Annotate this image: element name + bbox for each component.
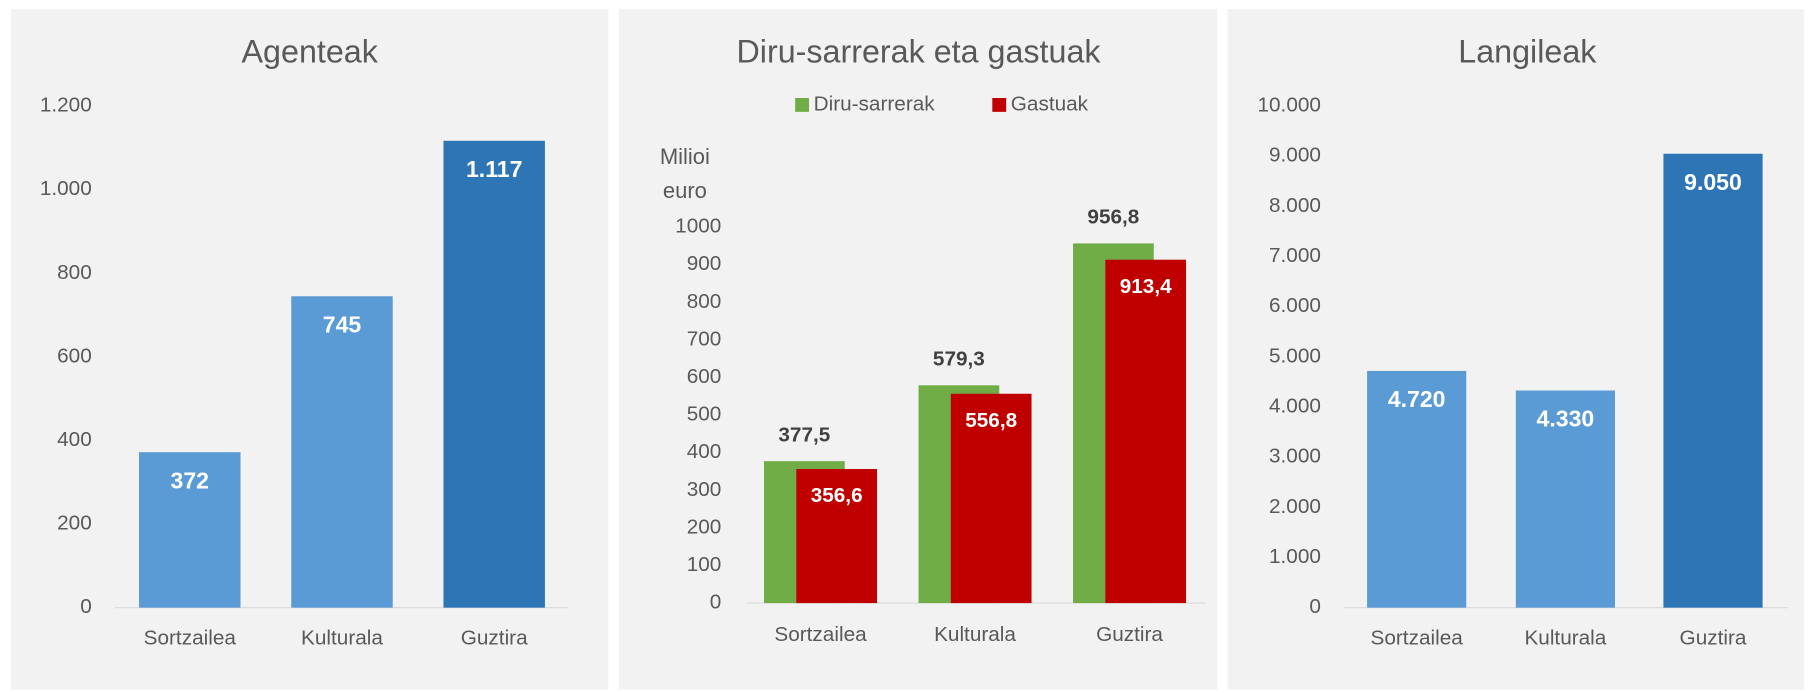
y-tick-label: 1.000	[1269, 545, 1321, 568]
y-tick-label: 400	[687, 440, 722, 463]
x-tick-label: Kulturala	[301, 626, 383, 649]
y-tick-label: 200	[687, 515, 722, 538]
y-tick-label: 100	[687, 553, 722, 576]
y-tick-label: 5.000	[1269, 344, 1321, 367]
y-axis-label: Milioi euro	[659, 143, 710, 203]
bar	[139, 452, 241, 608]
value-label: 913,4	[1120, 275, 1172, 298]
y-tick-label: 6.000	[1269, 294, 1321, 317]
bar	[796, 469, 878, 604]
y-tick-label: 4.000	[1269, 395, 1321, 418]
x-tick-label: Guztira	[1680, 626, 1747, 649]
chart-title: Langileak	[1458, 34, 1597, 70]
y-tick-label: 700	[687, 327, 722, 350]
chart-title: Agenteak	[242, 34, 379, 70]
y-tick-label: 1000	[675, 215, 721, 238]
legend-swatch	[992, 98, 1007, 112]
y-tick-label: 800	[57, 261, 92, 284]
bar	[950, 393, 1032, 604]
value-label: 4.330	[1537, 406, 1595, 432]
x-tick-label: Kulturala	[1524, 626, 1606, 649]
value-label: 579,3	[933, 347, 985, 370]
bar	[1663, 153, 1763, 608]
legend-label: Diru-sarrerak	[814, 92, 936, 115]
legend-swatch	[795, 98, 809, 112]
value-label: 1.117	[466, 156, 522, 182]
y-tick-label: 600	[687, 365, 722, 388]
y-tick-label: 800	[687, 290, 722, 313]
value-label: 556,8	[965, 409, 1017, 432]
y-tick-label: 0	[1309, 595, 1321, 618]
chart-title: Diru-sarrerak eta gastuak	[737, 34, 1102, 70]
y-tick-label: 10.000	[1257, 94, 1320, 117]
y-tick-label: 1.000	[40, 177, 92, 200]
y-tick-label: 200	[57, 512, 92, 535]
x-tick-label: Guztira	[1096, 623, 1163, 646]
y-tick-label: 600	[57, 344, 92, 367]
x-tick-label: Guztira	[461, 626, 528, 649]
x-tick-label: Sortzailea	[144, 626, 237, 649]
bar	[291, 296, 393, 608]
value-label: 377,5	[778, 423, 830, 446]
bar	[1367, 370, 1467, 608]
y-tick-label: 1.200	[40, 94, 92, 117]
bar	[1515, 390, 1615, 608]
value-label: 372	[171, 467, 209, 493]
y-tick-label: 500	[687, 403, 722, 426]
value-label: 356,6	[811, 484, 863, 507]
bar	[443, 140, 545, 608]
legend-label: Gastuak	[1011, 92, 1089, 115]
y-tick-label: 400	[57, 428, 92, 451]
y-tick-label: 3.000	[1269, 445, 1321, 468]
value-label: 745	[323, 311, 362, 337]
x-tick-label: Sortzailea	[774, 623, 867, 646]
value-label: 9.050	[1684, 169, 1742, 195]
y-tick-label: 7.000	[1269, 244, 1321, 267]
x-tick-label: Sortzailea	[1371, 626, 1464, 649]
y-tick-label: 300	[687, 478, 722, 501]
value-label: 4.720	[1388, 386, 1446, 412]
y-tick-label: 900	[687, 252, 722, 275]
bar	[1105, 259, 1187, 604]
value-label: 956,8	[1087, 206, 1139, 229]
y-tick-label: 2.000	[1269, 495, 1321, 518]
x-tick-label: Kulturala	[934, 623, 1016, 646]
y-tick-label: 0	[710, 591, 722, 614]
y-tick-label: 9.000	[1269, 144, 1321, 167]
y-tick-label: 8.000	[1269, 194, 1321, 217]
y-tick-label: 0	[80, 595, 92, 618]
